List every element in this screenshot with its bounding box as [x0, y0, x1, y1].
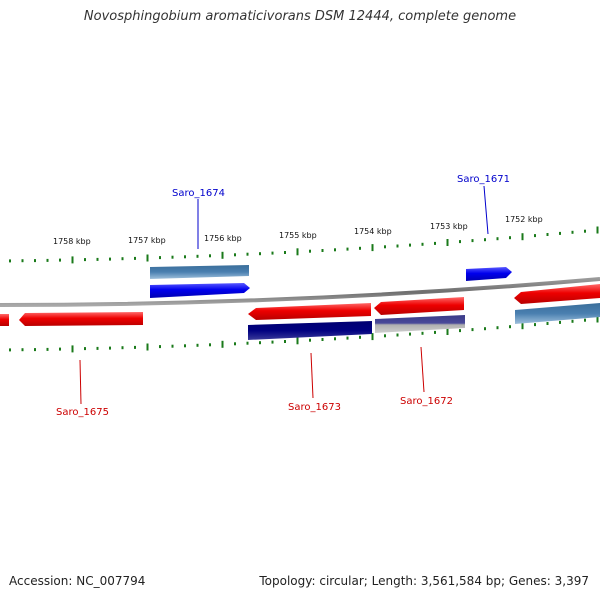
scale-label: 1753 kbp — [430, 222, 468, 231]
leader-saro-1675 — [79, 359, 82, 405]
gene-label-saro-1674[interactable]: Saro_1674 — [172, 188, 225, 199]
scale-label: 1754 kbp — [354, 227, 392, 236]
cds-block-saro-1673[interactable] — [248, 321, 372, 340]
gene-arrow-saro-1675-partial[interactable] — [0, 314, 9, 326]
scale-ticks-outer — [9, 226, 599, 264]
genome-title: Novosphingobium aromaticivorans DSM 1244… — [83, 9, 517, 24]
gene-arrow-saro-1673[interactable] — [248, 303, 371, 320]
cds-block-saro-1674[interactable] — [150, 265, 249, 279]
cds-block-saro-1672[interactable] — [375, 315, 465, 333]
scale-label: 1752 kbp — [505, 215, 543, 224]
gene-labels: Saro_1674 Saro_1671 Saro_1675 Saro_1673 … — [56, 174, 510, 418]
gene-arrow-saro-1674[interactable] — [150, 283, 250, 298]
reverse-strand-features — [0, 284, 600, 340]
leader-saro-1672 — [420, 346, 425, 393]
accession-text: Accession: NC_007794 — [9, 574, 146, 588]
genome-backbone — [0, 277, 600, 307]
leader-saro-1671 — [483, 185, 489, 235]
gene-label-saro-1675[interactable]: Saro_1675 — [56, 407, 109, 418]
scale-label: 1757 kbp — [128, 236, 166, 245]
gene-label-saro-1671[interactable]: Saro_1671 — [457, 174, 510, 185]
gene-label-saro-1672[interactable]: Saro_1672 — [400, 396, 453, 407]
forward-strand-features — [150, 265, 512, 298]
gene-arrow-saro-1672[interactable] — [374, 297, 464, 315]
leader-saro-1673 — [310, 352, 314, 399]
gene-arrow-next[interactable] — [514, 284, 600, 304]
scale-label: 1755 kbp — [279, 231, 317, 240]
cds-block-next[interactable] — [515, 303, 600, 324]
label-leaders — [79, 185, 489, 405]
genome-stats: Topology: circular; Length: 3,561,584 bp… — [259, 574, 589, 588]
scale-label: 1756 kbp — [204, 234, 242, 243]
gene-arrow-saro-1675[interactable] — [19, 312, 143, 326]
gene-label-saro-1673[interactable]: Saro_1673 — [288, 402, 341, 413]
scale-ticks-inner — [9, 315, 599, 353]
gene-arrow-saro-1671[interactable] — [466, 267, 512, 281]
scale-label: 1758 kbp — [53, 237, 91, 246]
scale-labels: 1758 kbp 1757 kbp 1756 kbp 1755 kbp 1754… — [53, 215, 543, 246]
